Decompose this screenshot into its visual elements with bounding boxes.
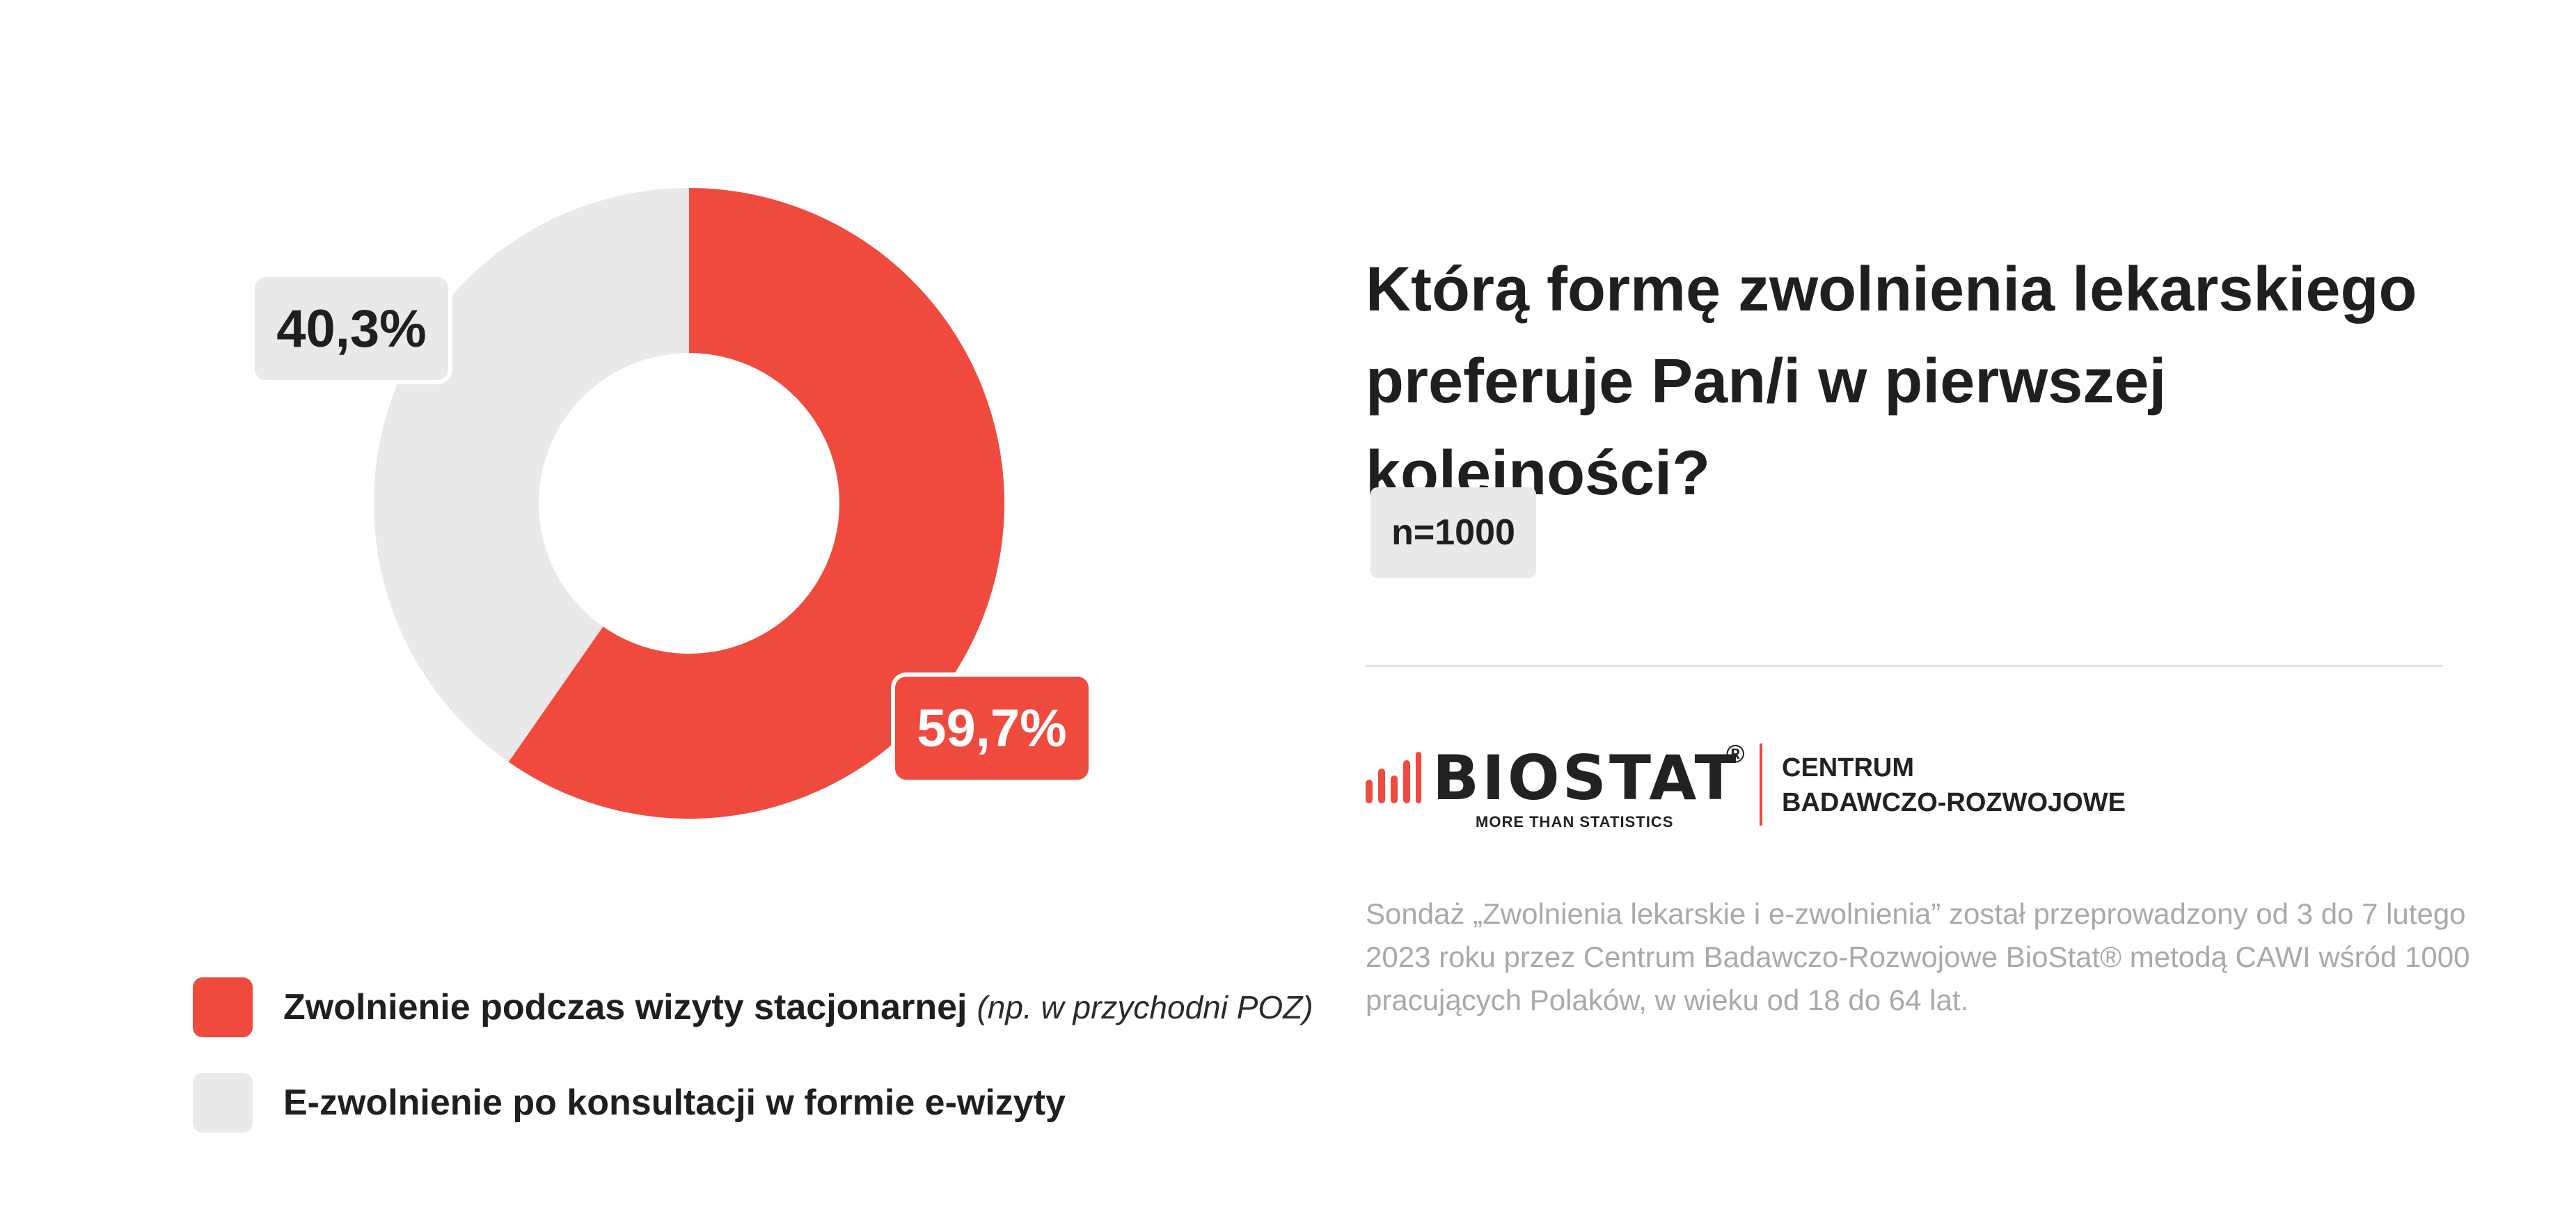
registered-mark: ® <box>1726 739 1745 768</box>
legend-item-e-zwolnienie: E-zwolnienie po konsultacji w formie e-w… <box>193 1073 1066 1133</box>
slice-label-e-zwolnienie: 40,3% <box>251 273 452 384</box>
donut-slice-0 <box>508 188 1004 819</box>
survey-footnote: Sondaż „Zwolnienia lekarskie i e-zwolnie… <box>1366 897 2470 1016</box>
legend-item-stacjonarne: Zwolnienie podczas wizyty stacjonarnej (… <box>193 977 1313 1037</box>
logo-separator <box>1760 743 1762 826</box>
donut-slice-1 <box>373 188 689 762</box>
bar-signal-icon <box>1366 752 1421 803</box>
biostat-logo: BIOSTAT ® MORE THAN STATISTICS CENTRUM B… <box>1366 739 2131 834</box>
legend-label: Zwolnienie podczas wizyty stacjonarnej <box>283 987 967 1028</box>
logo-tagline: MORE THAN STATISTICS <box>1476 813 1674 831</box>
divider <box>1366 665 2443 667</box>
question-line-2: preferuje Pan/i w pierwszej kolejności? <box>1366 347 2167 508</box>
legend-label: E-zwolnienie po konsultacji w formie e-w… <box>283 1083 1066 1123</box>
question-title: Którą formę zwolnienia lekarskiego prefe… <box>1366 244 2514 519</box>
slice-label-stacjonarne: 59,7% <box>891 672 1093 784</box>
sample-size-badge: n=1000 <box>1370 487 1536 578</box>
logo-wordmark: BIOSTAT <box>1432 742 1739 814</box>
donut-slices <box>373 188 1004 819</box>
donut-chart <box>373 188 1004 819</box>
legend-note: (np. w przychodni POZ) <box>977 989 1313 1025</box>
logo-org-line-1: CENTRUM <box>1782 753 1914 782</box>
question-line-1: Którą formę zwolnienia lekarskiego <box>1366 255 2417 324</box>
legend-swatch-red <box>193 977 253 1037</box>
logo-org-line-2: BADAWCZO-ROZWOJOWE <box>1782 788 2126 817</box>
legend-swatch-grey <box>193 1073 253 1133</box>
